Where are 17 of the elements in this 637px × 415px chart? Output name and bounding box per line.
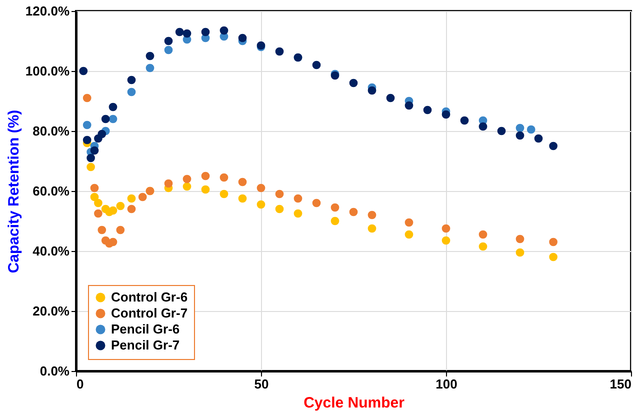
legend-label: Control Gr-7 <box>111 306 188 320</box>
x-tick-label: 50 <box>254 376 269 392</box>
y-tick-label: 20.0% <box>32 304 70 318</box>
legend-label: Control Gr-6 <box>111 290 188 304</box>
x-tick-label: 0 <box>76 376 84 392</box>
y-tick-label: 120.0% <box>25 4 70 18</box>
legend-label: Pencil Gr-6 <box>111 322 180 336</box>
legend-label: Pencil Gr-7 <box>111 338 180 352</box>
y-tick-label: 40.0% <box>32 244 70 258</box>
x-tick-label: 150 <box>610 376 632 392</box>
x-tick-label: 100 <box>436 376 458 392</box>
y-tick-label: 100.0% <box>25 64 70 78</box>
y-axis-title: Capacity Retention (%) <box>5 110 22 274</box>
y-tick-label: 60.0% <box>32 184 70 198</box>
y-tick-label: 80.0% <box>32 124 70 138</box>
y-tick-label: 0.0% <box>40 364 70 378</box>
x-axis-title: Cycle Number <box>304 394 405 412</box>
